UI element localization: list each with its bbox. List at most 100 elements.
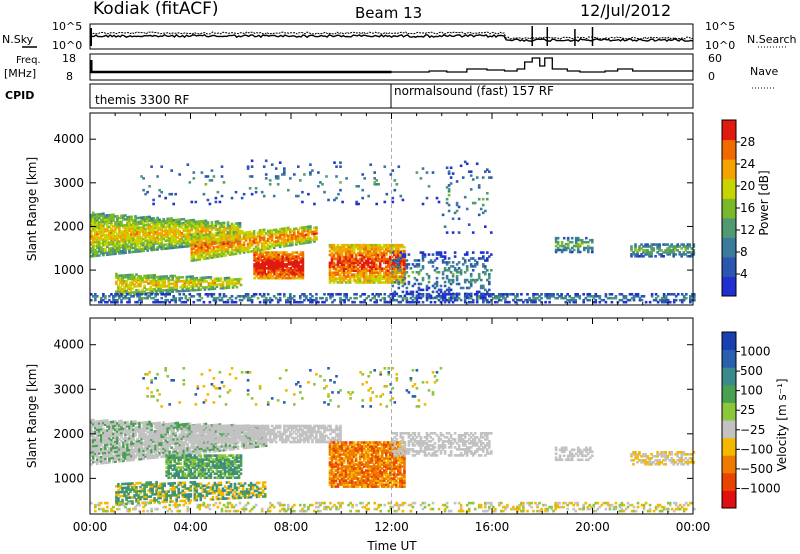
velocity-cell <box>120 421 123 425</box>
power-cell <box>338 253 342 257</box>
power-cell <box>169 288 173 292</box>
power-cell <box>226 247 230 251</box>
power-cell <box>253 265 256 268</box>
velocity-cell <box>94 444 97 448</box>
power-cell <box>128 300 131 304</box>
power-cell <box>234 238 238 242</box>
power-cell <box>152 232 155 236</box>
power-cell <box>94 252 97 256</box>
velocity-cell <box>92 424 95 428</box>
power-cell <box>190 239 194 243</box>
power-cell <box>364 269 368 272</box>
power-cell <box>106 253 109 256</box>
velocity-cell <box>146 435 149 438</box>
power-cell <box>110 241 113 244</box>
power-cell <box>134 238 137 242</box>
power-cell <box>128 215 131 219</box>
power-cell <box>626 298 630 302</box>
power-cell <box>164 235 168 239</box>
power-cell <box>221 284 225 288</box>
power-cell <box>293 295 296 298</box>
power-cell <box>132 236 135 240</box>
power-cell <box>232 243 236 246</box>
velocity-cell <box>148 430 151 434</box>
power-cell <box>457 217 461 221</box>
velocity-cell <box>92 438 95 442</box>
power-cell <box>479 251 483 254</box>
power-cell <box>289 272 293 276</box>
power-cell <box>230 226 234 230</box>
power-cell <box>389 247 392 251</box>
velocity-cell <box>118 427 121 431</box>
power-cell <box>184 227 188 231</box>
power-cell <box>212 250 216 253</box>
power-cell <box>144 293 147 296</box>
power-cell <box>447 293 451 296</box>
velocity-cell <box>110 446 113 450</box>
velocity-cell <box>118 452 121 455</box>
power-cell <box>393 290 397 294</box>
power-cell <box>344 255 348 259</box>
power-cell <box>125 285 128 289</box>
power-cell <box>383 267 386 271</box>
power-cell <box>668 300 672 304</box>
power-cell <box>260 236 264 240</box>
power-cell <box>150 225 153 228</box>
power-cell <box>287 188 290 192</box>
power-cell <box>678 245 682 248</box>
power-cell <box>301 238 304 241</box>
power-cell <box>447 290 451 294</box>
power-cell <box>217 279 221 282</box>
power-cell <box>564 242 568 246</box>
power-cell <box>311 169 314 172</box>
power-cell <box>163 283 167 286</box>
power-cell <box>346 265 350 269</box>
power-cell <box>391 247 394 251</box>
power-cell <box>370 275 374 278</box>
power-cell <box>110 235 113 238</box>
power-cell <box>644 300 648 304</box>
velocity-cell <box>94 448 97 452</box>
power-cell <box>172 244 176 248</box>
power-cell <box>225 276 229 280</box>
power-cell <box>259 271 262 274</box>
power-cell <box>257 255 260 258</box>
power-cell <box>399 281 402 284</box>
velocity-cell <box>106 429 109 432</box>
power-cell <box>236 250 240 253</box>
power-cell <box>303 234 306 237</box>
power-cell <box>196 248 200 252</box>
power-cell <box>155 291 158 295</box>
power-cell <box>352 245 356 249</box>
power-cell <box>465 162 469 166</box>
power-cell <box>465 251 469 254</box>
velocity-cell <box>98 422 101 425</box>
power-cell <box>112 225 115 228</box>
power-cell <box>652 298 656 302</box>
power-cell <box>140 241 143 245</box>
power-cell <box>376 249 380 253</box>
power-cell <box>124 239 127 243</box>
power-cell <box>261 269 265 272</box>
power-cell <box>536 293 539 296</box>
power-cell <box>291 265 295 268</box>
power-cell <box>163 285 167 288</box>
power-cell <box>443 284 447 288</box>
power-cell <box>393 253 396 257</box>
power-cell <box>264 247 268 251</box>
power-cell <box>188 181 192 184</box>
power-cell <box>122 236 125 239</box>
power-cell <box>269 274 273 278</box>
power-cell <box>172 238 176 242</box>
velocity-cell <box>136 454 139 457</box>
power-cell <box>220 175 224 178</box>
power-cell <box>283 263 287 266</box>
power-cell <box>299 267 303 270</box>
power-cell <box>208 179 212 182</box>
power-cell <box>138 220 141 224</box>
power-cell <box>205 280 209 283</box>
velocity-cell <box>114 434 117 437</box>
velocity-cell <box>126 423 129 426</box>
power-cell <box>346 259 350 263</box>
power-cell <box>232 235 236 238</box>
